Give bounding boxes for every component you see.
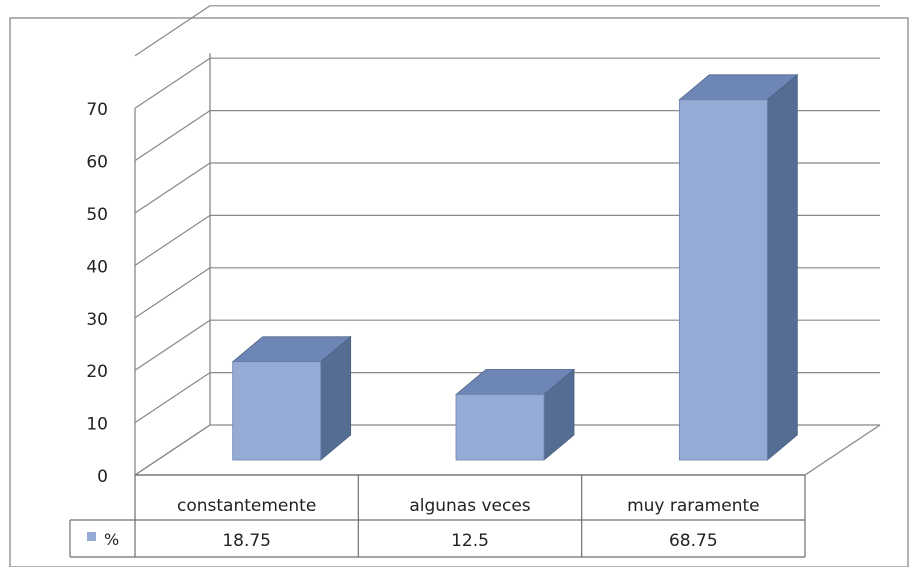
y-tick-label: 70 [86, 100, 108, 120]
bar [232, 361, 322, 461]
y-tick-label: 20 [86, 362, 108, 382]
y-axis-ticks: 0 10 20 30 40 50 60 70 [86, 100, 108, 487]
gridline-side [134, 5, 211, 57]
y-tick-label: 40 [86, 257, 108, 277]
gridline-side [134, 319, 211, 371]
y-tick-label: 10 [86, 415, 108, 435]
category-label: muy raramente [627, 496, 760, 516]
gridline-side [134, 372, 211, 424]
y-tick-label: 50 [86, 205, 108, 225]
bars [231, 73, 799, 461]
data-table-grid [69, 474, 806, 558]
bar-side [766, 73, 798, 461]
legend-key-icon [87, 532, 96, 541]
gridline-side [134, 267, 211, 319]
legend-series-label: % [104, 530, 119, 549]
data-table-value: 18.75 [222, 531, 271, 551]
data-table: constantemente algunas veces muy raramen… [69, 474, 806, 558]
y-tick-label: 0 [97, 467, 108, 487]
bar [455, 394, 545, 461]
bar [678, 99, 768, 461]
data-table-value: 12.5 [451, 531, 489, 551]
gridline-side [134, 424, 211, 476]
y-tick-label: 30 [86, 310, 108, 330]
gridline-side [134, 214, 211, 266]
category-label: constantemente [177, 496, 316, 516]
category-label: algunas veces [409, 496, 530, 516]
gridline-side [134, 110, 211, 162]
gridline-side [134, 162, 211, 214]
gridline-side [134, 57, 211, 109]
y-tick-label: 60 [86, 153, 108, 173]
data-table-value: 68.75 [669, 531, 718, 551]
